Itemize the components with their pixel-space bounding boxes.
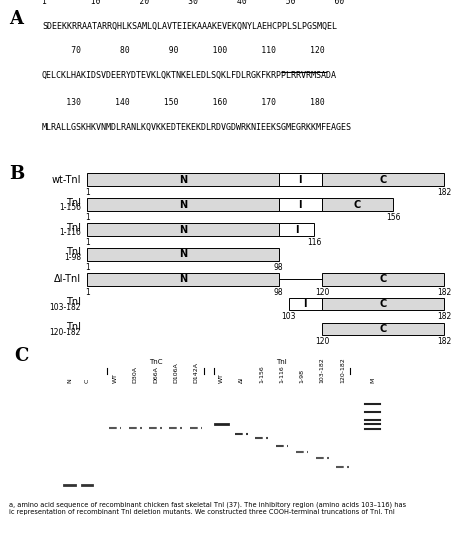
- FancyBboxPatch shape: [322, 198, 393, 211]
- Text: C: C: [380, 299, 387, 309]
- Text: 182: 182: [437, 337, 452, 347]
- FancyBboxPatch shape: [87, 223, 279, 236]
- Text: B: B: [9, 165, 25, 183]
- Text: MLRALLGSKHKVNMDLRANLKQVKKEDTEKEKDLRDVGDWRKNIEEKSGMEGRKKMFEAGES: MLRALLGSKHKVNMDLRANLKQVKKEDTEKEKDLRDVGDW…: [42, 123, 352, 132]
- Text: N: N: [179, 199, 187, 209]
- Text: C: C: [380, 274, 387, 284]
- Text: M: M: [370, 378, 375, 383]
- Text: 1-156: 1-156: [59, 203, 81, 212]
- Text: SDEEKKRRAATARRQHLKSAMLQLAVTEIEKAAAKEVEKQNYLAEHCPPLSLPGSMQEL: SDEEKKRRAATARRQHLKSAMLQLAVTEIEKAAAKEVEKQ…: [42, 22, 337, 31]
- Text: 1: 1: [85, 263, 90, 272]
- Text: 182: 182: [437, 288, 452, 296]
- Text: N: N: [179, 274, 187, 284]
- FancyBboxPatch shape: [279, 174, 322, 186]
- Text: 120: 120: [315, 337, 329, 347]
- Text: 1-156: 1-156: [259, 365, 264, 383]
- Text: 1: 1: [85, 288, 90, 296]
- Text: 1-116: 1-116: [59, 228, 81, 237]
- FancyBboxPatch shape: [279, 223, 314, 236]
- Text: A: A: [9, 10, 23, 28]
- FancyBboxPatch shape: [87, 273, 279, 285]
- Text: I: I: [303, 299, 307, 309]
- Text: TnC: TnC: [149, 359, 162, 365]
- Text: C: C: [380, 175, 387, 185]
- FancyBboxPatch shape: [322, 298, 445, 310]
- Text: C: C: [380, 324, 387, 334]
- Text: 120: 120: [315, 288, 329, 296]
- Text: I: I: [299, 199, 302, 209]
- Text: 1-98: 1-98: [64, 253, 81, 262]
- Text: 1-116: 1-116: [279, 365, 284, 383]
- Text: D142A: D142A: [193, 362, 199, 383]
- FancyBboxPatch shape: [322, 273, 445, 285]
- Text: QELCKLHAKIDSVDEERYDTEVKLQKTNKELEDLSQKLFDLRGKFKRPPLRRVRMSADA: QELCKLHAKIDSVDEERYDTEVKLQKTNKELEDLSQKLFD…: [42, 71, 337, 80]
- Text: TnI: TnI: [66, 322, 81, 332]
- Text: N: N: [179, 175, 187, 185]
- FancyBboxPatch shape: [322, 323, 445, 336]
- FancyBboxPatch shape: [289, 298, 322, 310]
- Text: I: I: [299, 175, 302, 185]
- Text: 116: 116: [307, 237, 321, 247]
- Text: 182: 182: [437, 188, 452, 197]
- Text: ΔI: ΔI: [239, 377, 244, 383]
- Text: a, amino acid sequence of recombinant chicken fast skeletal TnI (37). The inhibi: a, amino acid sequence of recombinant ch…: [9, 502, 407, 515]
- Text: 103-182: 103-182: [50, 303, 81, 312]
- Text: wt-TnI: wt-TnI: [52, 175, 81, 185]
- Text: TnI: TnI: [276, 359, 287, 365]
- Text: D106A: D106A: [173, 363, 178, 383]
- Text: N: N: [67, 379, 72, 383]
- Text: 182: 182: [437, 312, 452, 321]
- Text: 1         10        20        30        40        50        60: 1 10 20 30 40 50 60: [42, 0, 344, 6]
- Text: D66A: D66A: [153, 366, 158, 383]
- Text: WT: WT: [112, 373, 118, 383]
- Text: N: N: [179, 225, 187, 235]
- Text: TnI: TnI: [66, 198, 81, 208]
- Text: WT: WT: [219, 373, 224, 383]
- FancyBboxPatch shape: [87, 248, 279, 261]
- Text: D30A: D30A: [133, 366, 138, 383]
- Text: 1: 1: [85, 188, 90, 197]
- Text: ΔI-TnI: ΔI-TnI: [54, 274, 81, 284]
- Text: TnI: TnI: [66, 298, 81, 307]
- Text: 156: 156: [386, 213, 401, 222]
- Text: TnI: TnI: [66, 247, 81, 257]
- Text: 98: 98: [274, 288, 283, 296]
- Text: 1: 1: [85, 237, 90, 247]
- Text: 98: 98: [274, 263, 283, 272]
- Text: 120-182: 120-182: [50, 328, 81, 337]
- Text: N: N: [179, 250, 187, 260]
- Text: I: I: [295, 225, 298, 235]
- Text: 70        80        90       100       110       120: 70 80 90 100 110 120: [42, 46, 325, 55]
- FancyBboxPatch shape: [322, 174, 445, 186]
- Text: 103-182: 103-182: [320, 358, 325, 383]
- Text: 103: 103: [281, 312, 296, 321]
- FancyBboxPatch shape: [279, 198, 322, 211]
- Text: C: C: [85, 379, 90, 383]
- Text: C: C: [14, 347, 28, 365]
- FancyBboxPatch shape: [87, 198, 279, 211]
- Text: C: C: [354, 199, 361, 209]
- Text: TnI: TnI: [66, 223, 81, 233]
- FancyBboxPatch shape: [87, 174, 279, 186]
- Text: 1-98: 1-98: [300, 369, 305, 383]
- Text: 130       140       150       160       170       180: 130 140 150 160 170 180: [42, 98, 325, 107]
- Text: 120-182: 120-182: [340, 358, 345, 383]
- Text: 1: 1: [85, 213, 90, 222]
